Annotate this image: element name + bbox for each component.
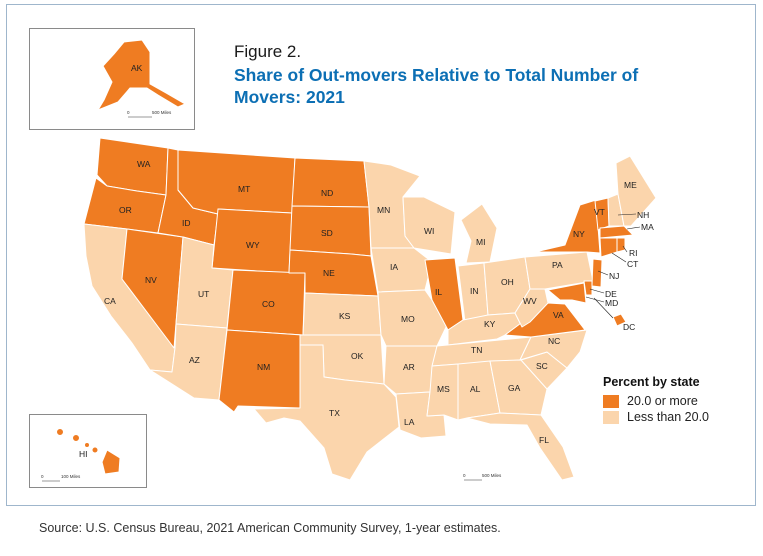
label-ar: AR — [403, 362, 415, 372]
label-dc: DC — [623, 322, 635, 332]
label-nm: NM — [257, 362, 270, 372]
state-me — [615, 155, 657, 227]
label-va: VA — [553, 310, 564, 320]
label-mo: MO — [401, 314, 415, 324]
label-az: AZ — [189, 355, 200, 365]
label-ga: GA — [508, 383, 521, 393]
ri-leader-line — [622, 245, 628, 253]
label-ut: UT — [198, 289, 209, 299]
main-scale-label: 500 Miles — [482, 473, 502, 478]
dc-leader-line — [593, 297, 614, 319]
nh-leader-line — [617, 213, 637, 216]
label-ok: OK — [351, 351, 364, 361]
legend-label-low: Less than 20.0 — [627, 410, 710, 424]
label-al: AL — [470, 384, 481, 394]
state-de — [583, 280, 593, 296]
source-note: Source: U.S. Census Bureau, 2021 America… — [39, 521, 501, 535]
legend-swatch-low — [603, 410, 619, 424]
state-ia — [370, 247, 433, 293]
ct-leader-line — [611, 252, 627, 263]
hawaii-inset — [29, 414, 147, 488]
state-ri — [616, 237, 626, 253]
state-labels: WA OR CA NV ID MT WY UT AZ CO NM ND SD N… — [79, 63, 654, 459]
label-ri: RI — [629, 248, 638, 258]
state-md — [547, 282, 587, 304]
main-scale-zero: 0 — [463, 473, 466, 478]
label-nj: NJ — [609, 271, 619, 281]
de-leader-line — [589, 288, 605, 294]
label-sd: SD — [321, 228, 333, 238]
md-leader-line — [585, 296, 605, 303]
ak-scale-zero: 0 — [127, 110, 130, 115]
label-nh: NH — [637, 210, 649, 220]
state-mt — [177, 149, 296, 215]
label-de: DE — [605, 289, 617, 299]
state-nd — [291, 157, 370, 208]
ma-leader-line — [626, 226, 641, 230]
label-hi: HI — [79, 449, 88, 459]
state-fl — [466, 412, 575, 481]
state-tx — [253, 344, 400, 481]
hi-scale-label: 100 Miles — [61, 474, 81, 479]
label-ms: MS — [437, 384, 450, 394]
state-nj — [591, 258, 603, 288]
label-ky: KY — [484, 319, 496, 329]
label-nc: NC — [548, 336, 560, 346]
label-or: OR — [119, 205, 132, 215]
label-vt: VT — [594, 207, 605, 217]
label-mt: MT — [238, 184, 250, 194]
state-ct — [599, 237, 618, 258]
label-pa: PA — [552, 260, 563, 270]
label-nd: ND — [321, 188, 333, 198]
state-dc — [612, 313, 627, 327]
label-co: CO — [262, 299, 275, 309]
state-pa — [524, 251, 594, 290]
legend-swatch-high — [603, 394, 619, 408]
label-ny: NY — [573, 229, 585, 239]
label-ca: CA — [104, 296, 116, 306]
legend-title: Percent by state — [603, 375, 700, 389]
label-ia: IA — [390, 262, 398, 272]
legend-item-low: Less than 20.0 — [603, 410, 709, 424]
label-md: MD — [605, 298, 618, 308]
state-ma — [599, 225, 634, 239]
label-ct: CT — [627, 259, 638, 269]
scale-bars — [42, 116, 482, 482]
label-fl: FL — [539, 435, 549, 445]
label-sc: SC — [536, 361, 548, 371]
label-wy: WY — [246, 240, 260, 250]
legend-item-high: 20.0 or more — [603, 394, 698, 408]
label-id: ID — [182, 218, 191, 228]
state-wi — [402, 196, 456, 255]
figure-title: Share of Out-movers Relative to Total Nu… — [234, 65, 639, 107]
label-tn: TN — [471, 345, 482, 355]
legend-label-high: 20.0 or more — [627, 394, 698, 408]
scale-labels: 0 500 Miles 0 100 Miles 0 500 Miles — [41, 110, 502, 479]
label-mn: MN — [377, 205, 390, 215]
label-nv: NV — [145, 275, 157, 285]
label-ks: KS — [339, 311, 351, 321]
label-in: IN — [470, 286, 479, 296]
label-mi: MI — [476, 237, 485, 247]
label-ne: NE — [323, 268, 335, 278]
ak-scale-label: 500 Miles — [152, 110, 172, 115]
state-ak — [97, 39, 186, 111]
label-wa: WA — [137, 159, 151, 169]
label-wv: WV — [523, 296, 537, 306]
label-tx: TX — [329, 408, 340, 418]
state-ny — [534, 199, 601, 254]
figure-label: Figure 2. — [234, 42, 302, 61]
label-ma: MA — [641, 222, 654, 232]
label-oh: OH — [501, 277, 514, 287]
label-wi: WI — [424, 226, 434, 236]
nj-leader-line — [597, 270, 609, 276]
label-ak: AK — [131, 63, 143, 73]
state-mi — [460, 203, 498, 264]
state-hi — [56, 428, 121, 475]
label-il: IL — [435, 287, 442, 297]
label-la: LA — [404, 417, 415, 427]
hi-scale-zero: 0 — [41, 474, 44, 479]
label-me: ME — [624, 180, 637, 190]
